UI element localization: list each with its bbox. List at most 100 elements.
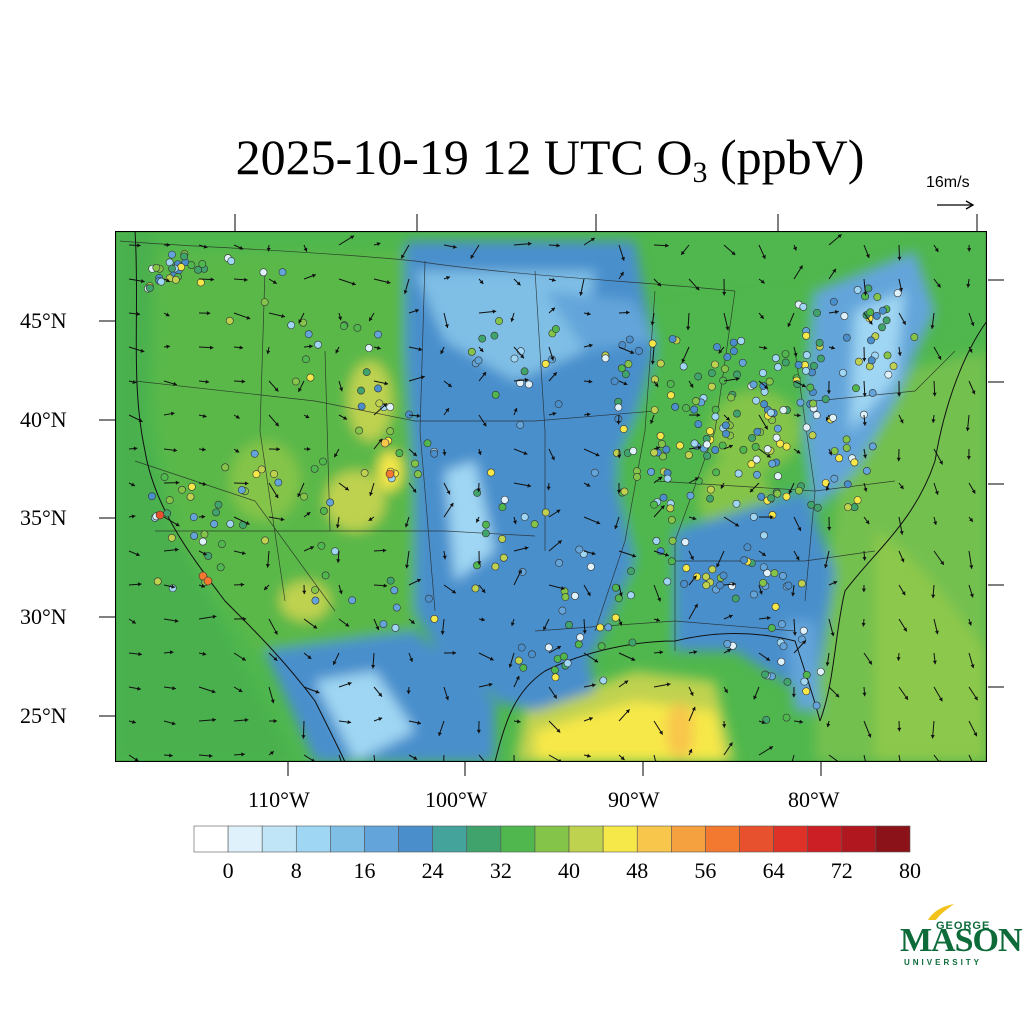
- wind-reference-label: 16m/s: [926, 174, 970, 191]
- site-point: [498, 534, 507, 543]
- site-point: [749, 512, 758, 521]
- colorbar-swatch: [875, 825, 911, 853]
- site-point: [490, 331, 499, 340]
- site-point: [781, 358, 790, 367]
- site-point: [544, 643, 553, 652]
- site-point: [762, 715, 771, 724]
- wind-arrowhead: [691, 706, 696, 711]
- site-point: [809, 399, 818, 408]
- wind-arrowhead: [416, 578, 421, 583]
- site-point: [868, 389, 877, 397]
- site-point: [797, 579, 806, 588]
- site-point: [528, 650, 536, 659]
- site-point: [611, 583, 620, 592]
- wind-arrowhead: [241, 551, 246, 556]
- site-point: [850, 503, 859, 512]
- site-point: [259, 268, 268, 277]
- wind-arrowhead: [863, 487, 868, 492]
- wind-arrowhead: [896, 657, 901, 661]
- site-point: [773, 424, 782, 433]
- site-point: [395, 449, 404, 458]
- site-point: [766, 408, 775, 417]
- colorbar-swatch: [671, 825, 706, 853]
- wind-arrowhead: [344, 486, 349, 491]
- site-point: [872, 311, 881, 320]
- colorbar-swatch: [602, 825, 638, 853]
- site-point: [167, 533, 176, 542]
- site-point: [194, 265, 202, 274]
- wind-arrowhead: [831, 345, 835, 350]
- site-point: [306, 373, 315, 382]
- colorbar-label: 24: [421, 858, 444, 883]
- wind-arrowhead: [235, 414, 240, 419]
- site-point: [842, 444, 851, 452]
- wind-vectors: [128, 234, 979, 762]
- site-point: [868, 442, 877, 451]
- site-point: [261, 536, 269, 545]
- site-point: [471, 584, 480, 593]
- wind-arrowhead: [165, 278, 170, 283]
- wind-arrowhead: [479, 348, 484, 352]
- site-point: [611, 613, 620, 622]
- site-point: [411, 459, 419, 468]
- wind-arrowhead: [621, 256, 625, 261]
- wind-arrowhead: [898, 287, 903, 292]
- site-point: [624, 360, 633, 368]
- wind-arrowhead: [588, 379, 593, 384]
- site-point: [850, 458, 859, 467]
- site-point: [355, 426, 364, 435]
- colorbar-label: 80: [899, 858, 921, 883]
- wind-arrowhead: [862, 556, 867, 561]
- wind-arrowhead: [861, 588, 866, 593]
- site-point: [610, 377, 619, 386]
- wind-arrowhead: [801, 383, 806, 388]
- wind-arrowhead: [452, 244, 457, 249]
- wind-arrowhead: [376, 345, 381, 350]
- site-point: [740, 556, 749, 565]
- site-point: [198, 260, 207, 268]
- site-point: [650, 406, 659, 414]
- site-point: [799, 302, 808, 311]
- wind-arrowhead: [696, 413, 701, 418]
- site-point: [362, 368, 371, 377]
- site-point: [659, 493, 668, 502]
- wind-arrowhead: [479, 280, 484, 284]
- wind-arrowhead: [830, 632, 835, 637]
- wind-arrowhead: [686, 326, 691, 331]
- site-point: [731, 594, 740, 603]
- wind-arrowhead: [693, 650, 698, 655]
- wind-arrowhead: [382, 403, 387, 408]
- wind-arrowhead: [735, 377, 740, 382]
- wind-arrowhead: [131, 482, 136, 487]
- wind-arrowhead: [761, 720, 766, 725]
- site-point: [760, 531, 768, 540]
- site-point: [757, 492, 766, 501]
- site-point: [326, 498, 335, 507]
- colorbar-swatch: [534, 825, 570, 853]
- wind-arrowhead: [825, 416, 830, 421]
- wind-arrowhead: [378, 692, 382, 697]
- wind-arrowhead: [131, 514, 136, 519]
- wind-arrowhead: [369, 317, 373, 322]
- wind-arrowhead: [269, 751, 274, 756]
- site-point: [620, 487, 629, 496]
- site-point: [357, 386, 365, 395]
- wind-arrowhead: [245, 521, 250, 525]
- site-point: [727, 393, 736, 402]
- colorbar-label: 64: [762, 858, 785, 883]
- site-point: [663, 474, 672, 483]
- site-point: [186, 492, 195, 501]
- site-point: [212, 508, 220, 517]
- wind-arrowhead: [551, 277, 556, 282]
- wind-arrowhead: [863, 291, 868, 296]
- site-point: [551, 325, 560, 333]
- wind-arrowhead: [630, 350, 635, 354]
- wind-arrowhead: [132, 379, 137, 384]
- site-point: [779, 572, 787, 580]
- wind-arrowhead: [588, 343, 593, 348]
- site-point: [867, 336, 875, 345]
- page-title: 2025-10-19 12 UTC O3 (ppbV): [235, 129, 865, 189]
- site-point: [614, 403, 623, 412]
- site-point: [187, 482, 196, 491]
- site-point: [706, 494, 714, 503]
